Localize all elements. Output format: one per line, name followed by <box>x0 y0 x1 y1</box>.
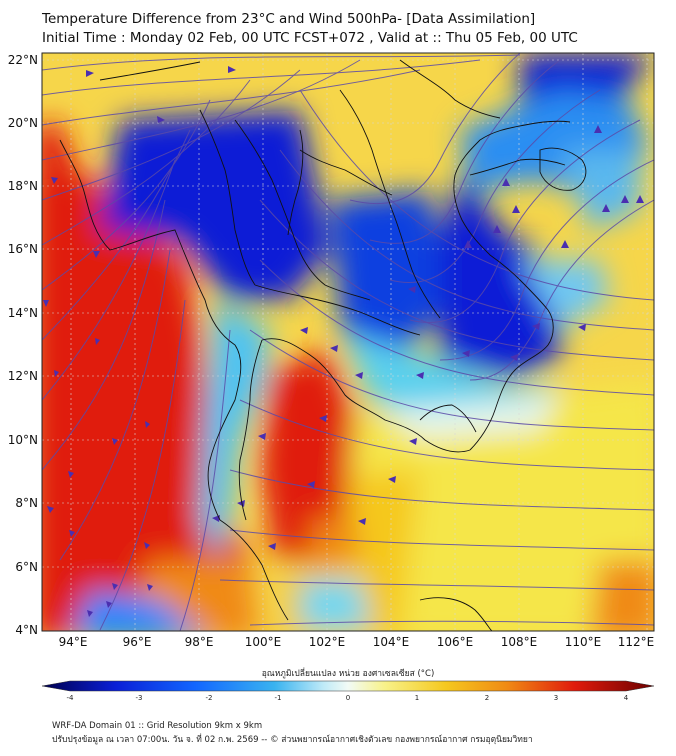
country-boundaries <box>59 59 587 631</box>
map-subtitle: Initial Time : Monday 02 Feb, 00 UTC FCS… <box>42 30 578 46</box>
gridlines <box>42 53 654 631</box>
colorbar-tick: -1 <box>275 694 282 702</box>
lat-label: 14°N <box>8 306 38 320</box>
wind-arrows <box>43 66 644 617</box>
lon-label: 106°E <box>437 635 474 649</box>
footer-domain-info: WRF-DA Domain 01 :: Grid Resolution 9km … <box>52 721 263 731</box>
colorbar-tick: 2 <box>485 694 489 702</box>
lat-label: 10°N <box>8 433 38 447</box>
lat-label: 22°N <box>8 53 38 67</box>
colorbar-tick: -2 <box>206 694 213 702</box>
lat-label: 8°N <box>15 496 38 510</box>
colorbar: อุณหภูมิเปลี่ยนแปลง หน่วย องศาเซลเซียส (… <box>41 667 655 702</box>
footer-update-info: ปรับปรุงข้อมูล ณ เวลา 07:00น. วัน จ. ที่… <box>52 735 533 745</box>
lon-label: 98°E <box>185 635 214 649</box>
colorbar-tick: 4 <box>624 694 629 702</box>
temperature-field <box>42 53 654 631</box>
map-frame <box>41 52 655 632</box>
colorbar-gradient <box>41 680 655 692</box>
lat-label: 16°N <box>8 242 38 256</box>
lon-label: 112°E <box>618 635 655 649</box>
map-title: Temperature Difference from 23°C and Win… <box>42 11 536 27</box>
colorbar-tick: 1 <box>415 694 419 702</box>
longitude-axis: 94°E 96°E 98°E 100°E 102°E 104°E 106°E 1… <box>59 635 655 649</box>
colorbar-tick: -3 <box>136 694 143 702</box>
lon-label: 104°E <box>373 635 410 649</box>
lat-label: 18°N <box>8 179 38 193</box>
latitude-axis: 22°N 20°N 18°N 16°N 14°N 12°N 10°N 8°N 6… <box>8 53 38 637</box>
lon-label: 102°E <box>309 635 346 649</box>
lon-label: 94°E <box>59 635 88 649</box>
lon-label: 110°E <box>565 635 602 649</box>
lat-label: 20°N <box>8 116 38 130</box>
lat-label: 6°N <box>15 560 38 574</box>
wind-streamlines <box>42 53 654 631</box>
lon-label: 100°E <box>245 635 282 649</box>
colorbar-tick: -4 <box>67 694 75 702</box>
lon-label: 108°E <box>501 635 538 649</box>
lat-label: 12°N <box>8 369 38 383</box>
colorbar-tick: 0 <box>346 694 350 702</box>
lon-label: 96°E <box>123 635 152 649</box>
colorbar-title: อุณหภูมิเปลี่ยนแปลง หน่วย องศาเซลเซียส (… <box>262 667 435 679</box>
lat-label: 4°N <box>15 623 38 637</box>
colorbar-tick: 3 <box>554 694 558 702</box>
